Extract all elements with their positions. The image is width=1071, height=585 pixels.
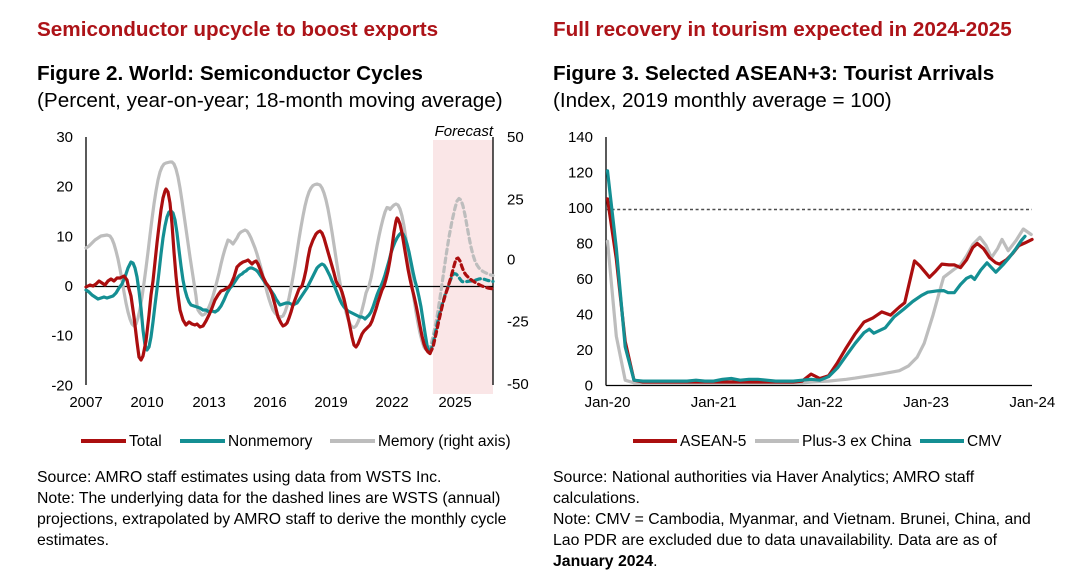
svg-text:10: 10	[56, 229, 73, 246]
svg-text:Jan-23: Jan-23	[903, 394, 949, 411]
svg-text:120: 120	[568, 165, 593, 182]
svg-text:Forecast: Forecast	[435, 123, 494, 140]
svg-text:ASEAN-5: ASEAN-5	[680, 433, 746, 450]
svg-text:2022: 2022	[375, 394, 408, 411]
svg-text:50: 50	[507, 129, 524, 146]
svg-text:25: 25	[507, 191, 524, 208]
svg-text:Jan-24: Jan-24	[1009, 394, 1055, 411]
svg-text:-50: -50	[507, 376, 529, 393]
svg-text:2019: 2019	[314, 394, 347, 411]
svg-text:100: 100	[568, 200, 593, 217]
svg-text:80: 80	[576, 236, 593, 253]
svg-text:20: 20	[56, 179, 73, 196]
svg-text:0: 0	[65, 278, 73, 295]
svg-text:-10: -10	[51, 328, 73, 345]
svg-text:Plus-3 ex China: Plus-3 ex China	[802, 433, 912, 450]
svg-text:30: 30	[56, 129, 73, 146]
svg-text:2007: 2007	[69, 394, 102, 411]
svg-text:-20: -20	[51, 378, 73, 395]
svg-text:2010: 2010	[130, 394, 163, 411]
svg-text:0: 0	[507, 252, 515, 269]
svg-text:20: 20	[576, 342, 593, 359]
svg-text:CMV: CMV	[967, 433, 1002, 450]
svg-text:0: 0	[585, 378, 593, 395]
svg-text:140: 140	[568, 129, 593, 146]
svg-text:Nonmemory: Nonmemory	[228, 433, 313, 450]
svg-text:Jan-21: Jan-21	[691, 394, 737, 411]
svg-text:2016: 2016	[253, 394, 286, 411]
svg-text:-25: -25	[507, 314, 529, 331]
svg-text:Total: Total	[129, 433, 162, 450]
svg-text:60: 60	[576, 271, 593, 288]
svg-text:Jan-20: Jan-20	[585, 394, 631, 411]
svg-text:2013: 2013	[192, 394, 225, 411]
svg-text:2025: 2025	[438, 394, 471, 411]
svg-text:40: 40	[576, 307, 593, 324]
svg-text:Jan-22: Jan-22	[797, 394, 843, 411]
svg-text:Memory (right axis): Memory (right axis)	[378, 433, 511, 450]
